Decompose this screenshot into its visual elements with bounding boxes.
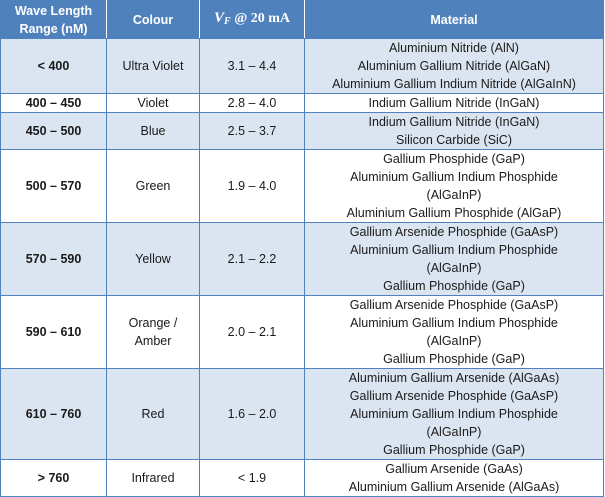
material-cell: Indium Gallium Nitride (InGaN) Silicon Ca… [304, 112, 604, 150]
forward-voltage-cell: 1.6 – 2.0 [199, 368, 305, 460]
table-row: 500 – 570 Green 1.9 – 4.0 Gallium Phosphide… [0, 149, 604, 223]
forward-voltage-cell: 2.5 – 3.7 [199, 112, 305, 150]
table-row: 590 – 610 Orange / Amber 2.0 – 2.1 Gallium … [0, 295, 604, 369]
forward-voltage-cell: 2.8 – 4.0 [199, 93, 305, 113]
material-line: Aluminium Gallium Arsenide (AlGaAs) [348, 371, 560, 385]
colour-cell: Orange / Amber [106, 295, 200, 369]
material-line: Gallium Arsenide (GaAs) [385, 462, 523, 476]
material-line: (AlGaInP) [426, 425, 482, 439]
header-forward-voltage: VF @ 20 mA [199, 0, 305, 39]
colour-cell: Yellow [106, 222, 200, 296]
vf-subscript: F [224, 15, 231, 27]
material-line: Gallium Phosphide (GaP) [383, 279, 525, 293]
table-row: 400 – 450 Violet 2.8 – 4.0 Indium Gallium N… [0, 93, 604, 113]
material-line: Aluminium Gallium Indium Phosphide [350, 243, 558, 257]
material-cell: Gallium Arsenide Phosphide (GaAsP) Alumin… [304, 295, 604, 369]
range-cell: 400 – 450 [0, 93, 107, 113]
material-line: Indium Gallium Nitride (InGaN) [368, 115, 540, 129]
colour-cell: Red [106, 368, 200, 460]
table-row: 610 – 760 Red 1.6 – 2.0 Aluminium Gallium A… [0, 368, 604, 460]
colour-cell: Violet [106, 93, 200, 113]
header-row: Wave Length Range (nM) Colour VF @ 20 mA… [0, 0, 604, 39]
vf-condition: @ 20 mA [230, 10, 290, 26]
table-header: Wave Length Range (nM) Colour VF @ 20 mA… [0, 0, 604, 39]
header-colour: Colour [106, 0, 200, 39]
material-line: Aluminium Gallium Indium Phosphide [350, 316, 558, 330]
material-line: (AlGaInP) [426, 261, 482, 275]
forward-voltage-cell: 1.9 – 4.0 [199, 149, 305, 223]
table-row: 570 – 590 Yellow 2.1 – 2.2 Gallium Arsenide… [0, 222, 604, 296]
material-line: Aluminium Gallium Indium Phosphide [350, 407, 558, 421]
table-body: < 400 Ultra Violet 3.1 – 4.4 Aluminium Nitr… [0, 38, 604, 497]
material-line: (AlGaInP) [426, 334, 482, 348]
material-cell: Aluminium Nitride (AlN) Aluminium Gallium… [304, 38, 604, 94]
colour-cell: Blue [106, 112, 200, 150]
material-cell: Indium Gallium Nitride (InGaN) [304, 93, 604, 113]
forward-voltage-cell: 3.1 – 4.4 [199, 38, 305, 94]
material-line: Indium Gallium Nitride (InGaN) [368, 96, 540, 110]
range-cell: 590 – 610 [0, 295, 107, 369]
material-cell: Gallium Phosphide (GaP) Aluminium Gallium… [304, 149, 604, 223]
material-line: Gallium Phosphide (GaP) [383, 352, 525, 366]
material-line: (AlGaInP) [426, 188, 482, 202]
material-line: Gallium Arsenide Phosphide (GaAsP) [349, 298, 559, 312]
colour-cell: Ultra Violet [106, 38, 200, 94]
forward-voltage-cell: 2.1 – 2.2 [199, 222, 305, 296]
range-cell: 570 – 590 [0, 222, 107, 296]
material-line: Aluminium Gallium Nitride (AlGaN) [357, 59, 551, 73]
material-line: Gallium Arsenide Phosphide (GaAsP) [349, 389, 559, 403]
vf-symbol: V [214, 9, 225, 26]
table-row: 450 – 500 Blue 2.5 – 3.7 Indium Gallium Nit… [0, 112, 604, 150]
range-cell: 450 – 500 [0, 112, 107, 150]
table-row: < 400 Ultra Violet 3.1 – 4.4 Aluminium Nitr… [0, 38, 604, 94]
material-line: Gallium Arsenide Phosphide (GaAsP) [349, 225, 559, 239]
forward-voltage-cell: 2.0 – 2.1 [199, 295, 305, 369]
material-line: Aluminium Gallium Indium Phosphide [350, 170, 558, 184]
header-wavelength-range: Wave Length Range (nM) [0, 0, 107, 39]
material-line: Silicon Carbide (SiC) [395, 133, 512, 147]
material-line: Aluminium Gallium Indium Nitride (AlGaIn… [332, 77, 576, 91]
material-cell: Gallium Arsenide Phosphide (GaAsP) Alumin… [304, 222, 604, 296]
material-line: Gallium Phosphide (GaP) [383, 443, 525, 457]
material-line: Aluminium Nitride (AlN) [389, 41, 519, 55]
colour-cell: Green [106, 149, 200, 223]
header-material: Material [304, 0, 604, 39]
range-cell: < 400 [0, 38, 107, 94]
material-line: Gallium Phosphide (GaP) [383, 152, 525, 166]
material-line: Aluminium Gallium Arsenide (AlGaAs) [348, 480, 560, 494]
range-cell: 500 – 570 [0, 149, 107, 223]
range-cell: 610 – 760 [0, 368, 107, 460]
material-line: Aluminium Gallium Phosphide (AlGaP) [346, 206, 562, 220]
material-cell: Aluminium Gallium Arsenide (AlGaAs) Galli… [304, 368, 604, 460]
